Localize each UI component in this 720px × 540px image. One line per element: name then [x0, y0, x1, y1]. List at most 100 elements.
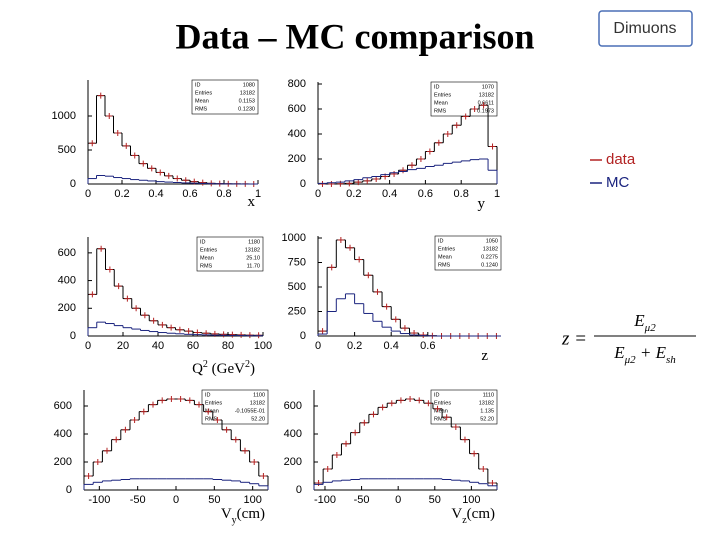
y-tick-label: 800 — [288, 78, 306, 90]
data-point — [106, 113, 113, 119]
x-tick-label: 80 — [222, 340, 234, 352]
y-tick-label: 400 — [288, 128, 306, 140]
numerator: Eμ2 — [633, 311, 656, 334]
data-point — [115, 283, 122, 290]
y-tick-label: 0 — [300, 178, 306, 190]
data-point — [246, 332, 253, 339]
data-point — [174, 175, 181, 182]
x-axis-label: x — [248, 194, 256, 210]
y-tick-label: 200 — [284, 456, 302, 468]
x-tick-label: 0 — [85, 188, 91, 200]
stat-value: 0.1153 — [239, 98, 255, 104]
stat-name: RMS — [434, 416, 447, 422]
denominator: Eμ2 + Esh — [613, 343, 676, 366]
y-tick-label: 600 — [58, 247, 76, 259]
badge: Dimuons — [613, 20, 676, 37]
data-point — [97, 92, 104, 99]
text-part: ) — [250, 361, 255, 377]
text-part: (cm) — [237, 506, 265, 522]
data-point — [319, 181, 326, 187]
stat-name: Mean — [434, 408, 448, 414]
x-tick-label: 0 — [173, 494, 179, 506]
stats-box — [434, 235, 502, 271]
y-tick-label: 200 — [58, 302, 76, 314]
x-axis-label: Vy(cm) — [221, 506, 265, 525]
data-point — [205, 408, 212, 415]
data-point — [199, 179, 206, 186]
data-point — [176, 326, 183, 333]
stat-value: 13182 — [245, 247, 260, 253]
data-point — [397, 397, 404, 404]
x-tick-label: -50 — [130, 494, 146, 506]
data-point — [374, 288, 381, 295]
script-part: μ2 — [644, 322, 657, 334]
data-point — [471, 450, 478, 457]
x-tick-label: 100 — [243, 494, 261, 506]
data-point — [140, 160, 147, 167]
y-tick-label: 1000 — [52, 110, 76, 122]
script-part: 2 — [203, 359, 208, 370]
data-point — [113, 436, 120, 443]
x-axis-label: z — [481, 348, 488, 364]
y-tick-label: 200 — [54, 456, 72, 468]
y-tick-label: 0 — [70, 178, 76, 190]
data-point — [315, 480, 322, 486]
stats-box — [196, 236, 264, 272]
data-point — [159, 397, 166, 404]
x-tick-label: 0 — [395, 494, 401, 506]
stat-value: 52.20 — [251, 416, 265, 422]
badge-box — [598, 10, 693, 47]
data-point — [85, 473, 92, 479]
data-point — [131, 417, 138, 423]
x-tick-label: 0.2 — [114, 188, 129, 200]
data-point — [251, 459, 258, 465]
stat-name: RMS — [200, 263, 213, 269]
data-point — [425, 400, 432, 407]
data-point — [347, 244, 354, 251]
script-part: y — [232, 515, 237, 526]
stat-value: 1180 — [248, 239, 260, 245]
data-point — [435, 139, 442, 146]
data-point — [232, 436, 239, 443]
stat-value: 1.135 — [480, 408, 494, 414]
data-point — [220, 331, 227, 338]
data-point — [416, 397, 423, 404]
data-point — [420, 332, 427, 339]
stat-value: 13182 — [483, 246, 498, 252]
data-point — [417, 156, 424, 162]
stat-name: Mean — [438, 254, 452, 260]
data-point — [324, 466, 331, 472]
stat-value: 13182 — [240, 90, 255, 96]
data-point — [182, 177, 189, 184]
x-tick-label: 0.2 — [347, 340, 362, 352]
stat-value: 1110 — [483, 392, 494, 398]
x-tick-label: 60 — [187, 340, 199, 352]
data-point — [177, 396, 184, 402]
data-point — [365, 272, 372, 279]
legend-label: data — [606, 151, 636, 168]
y-tick-label: 0 — [70, 330, 76, 342]
data-point — [165, 172, 172, 179]
text-part: (GeV — [208, 361, 245, 377]
data-point — [106, 266, 113, 273]
data-point — [352, 429, 359, 436]
data-point — [356, 256, 363, 263]
x-tick-label: 0 — [85, 340, 91, 352]
y-tick-label: 0 — [296, 484, 302, 496]
x-axis-label: y — [478, 196, 486, 212]
data-point — [242, 447, 248, 454]
data-point — [401, 325, 408, 332]
x-tick-label: 0 — [315, 188, 321, 200]
text-part: z — [481, 348, 488, 364]
stat-name: Entries — [200, 247, 217, 253]
text-part: V — [221, 506, 232, 522]
y-tick-label: 500 — [58, 144, 76, 156]
legend-label: MC — [606, 174, 629, 191]
data-point — [148, 165, 155, 172]
data-point — [150, 401, 156, 408]
data-point — [364, 177, 371, 184]
x-tick-label: 0.8 — [216, 188, 231, 200]
